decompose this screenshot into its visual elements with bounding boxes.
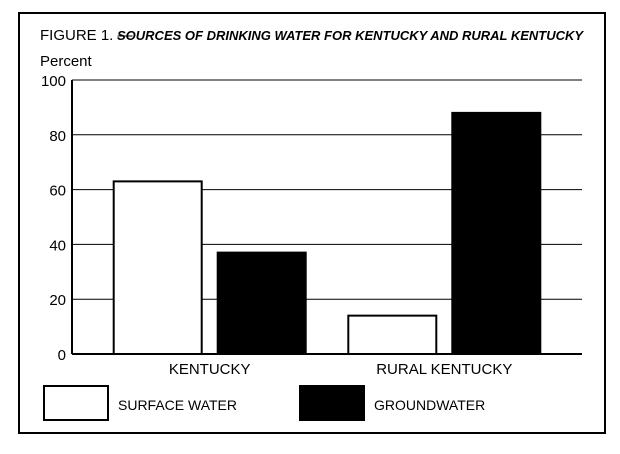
y-tick-label: 60 [49,183,66,200]
x-category-label: RURAL KENTUCKY [376,361,512,378]
y-tick-label: 40 [49,237,66,254]
y-tick-label: 100 [41,73,66,90]
legend-swatch [43,385,109,421]
figure-label: FIGURE 1. — [40,27,133,44]
bar-groundwater-rural-kentucky [451,111,542,355]
legend-label: GROUNDWATER [374,397,485,413]
legend-label: SURFACE WATER [118,397,237,413]
y-tick-label: 80 [49,128,66,145]
bar-groundwater-kentucky [216,251,307,355]
bar-surface-water-rural-kentucky [347,314,438,356]
bar-surface-water-kentucky [112,180,203,355]
y-tick-label: 20 [49,292,66,309]
x-category-label: KENTUCKY [169,361,251,378]
chart-title: SOURCES OF DRINKING WATER FOR KENTUCKY A… [117,28,584,43]
y-axis-label: Percent [40,53,93,70]
legend-swatch [299,385,365,421]
y-tick-label: 0 [58,347,66,364]
figure-frame [18,12,606,434]
